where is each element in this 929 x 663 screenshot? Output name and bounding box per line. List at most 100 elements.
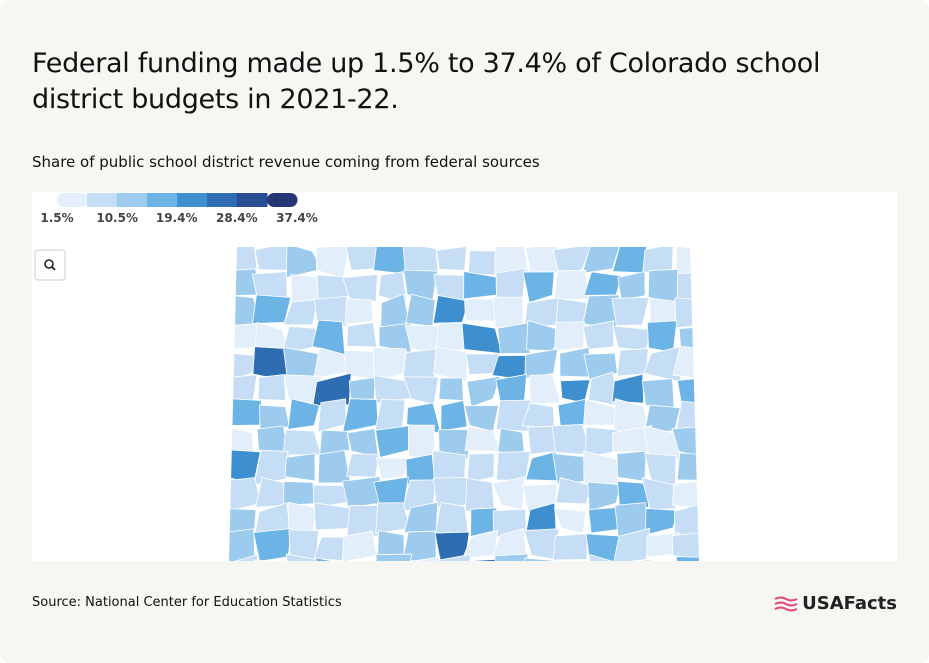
district — [431, 553, 471, 561]
district — [346, 505, 381, 538]
legend-label: 37.4% — [276, 211, 318, 225]
district — [496, 450, 531, 481]
district — [313, 536, 353, 561]
logo: USAFacts — [774, 593, 897, 614]
legend-swatch — [57, 193, 88, 207]
district — [552, 453, 586, 485]
district — [438, 377, 464, 402]
legend-label: 19.4% — [156, 211, 198, 225]
district — [641, 477, 677, 511]
district — [582, 320, 615, 350]
district — [612, 325, 651, 352]
district — [257, 374, 287, 401]
district — [617, 271, 646, 301]
district — [672, 480, 699, 511]
district — [341, 530, 378, 561]
colorado-map — [229, 247, 699, 561]
legend-label: 1.5% — [40, 211, 73, 225]
district — [611, 373, 644, 404]
district — [641, 378, 675, 409]
map-panel: 1.5% 10.5% 19.4% 28.4% 37.4% — [32, 192, 897, 561]
legend-swatch — [177, 193, 208, 207]
district — [673, 502, 699, 538]
district — [229, 553, 259, 561]
legend-label: 28.4% — [216, 211, 258, 225]
district — [375, 553, 413, 561]
subtitle: Share of public school district revenue … — [32, 153, 540, 171]
district — [495, 267, 526, 302]
district — [522, 271, 555, 304]
district — [282, 298, 319, 326]
legend-swatch — [267, 193, 298, 207]
district — [524, 348, 559, 379]
district — [252, 294, 292, 324]
district — [346, 322, 378, 348]
district — [287, 398, 320, 430]
district — [523, 557, 561, 561]
legend-swatch — [207, 193, 238, 207]
district — [552, 533, 588, 561]
district — [646, 320, 678, 353]
district — [497, 322, 531, 354]
district — [253, 449, 289, 486]
district — [552, 247, 592, 276]
legend-label: 10.5% — [96, 211, 138, 225]
district — [554, 321, 585, 352]
district — [433, 346, 469, 382]
district — [468, 558, 496, 561]
district — [440, 399, 468, 432]
legend: 1.5% 10.5% 19.4% 28.4% 37.4% — [40, 193, 318, 225]
district — [290, 274, 320, 304]
district — [676, 400, 699, 433]
district — [285, 553, 318, 561]
logo-flag — [774, 596, 798, 611]
district — [616, 450, 647, 482]
district — [341, 476, 381, 509]
district — [319, 429, 351, 455]
district — [229, 507, 257, 535]
district — [405, 293, 436, 327]
district — [284, 452, 316, 482]
district — [401, 556, 441, 561]
district — [342, 274, 378, 302]
district — [644, 508, 679, 536]
title: Federal funding made up 1.5% to 37.4% of… — [32, 48, 821, 115]
district — [466, 452, 495, 484]
source: Source: National Center for Education St… — [32, 595, 342, 610]
district — [252, 528, 292, 561]
district — [375, 457, 412, 480]
district — [555, 477, 592, 505]
district — [229, 528, 256, 561]
district — [612, 527, 651, 561]
district — [616, 348, 649, 377]
district — [494, 553, 529, 561]
district — [435, 247, 467, 271]
district — [253, 559, 293, 561]
district — [587, 481, 622, 512]
district — [585, 533, 621, 561]
district — [553, 269, 590, 301]
district — [283, 481, 316, 506]
district — [581, 247, 621, 274]
district — [345, 453, 380, 478]
logo-text: USAFacts — [802, 593, 897, 614]
district — [281, 325, 317, 354]
search-button[interactable] — [34, 249, 66, 281]
district — [584, 554, 618, 561]
legend-swatch — [147, 193, 178, 207]
district — [287, 501, 318, 534]
district — [465, 477, 495, 512]
legend-swatch — [117, 193, 148, 207]
district — [529, 374, 562, 405]
district — [611, 296, 650, 326]
district — [344, 298, 374, 325]
district — [557, 398, 589, 428]
district — [553, 508, 587, 534]
legend-swatch — [237, 193, 268, 207]
district — [466, 375, 502, 408]
district — [555, 297, 588, 326]
district — [493, 296, 524, 329]
district — [433, 477, 469, 508]
district — [348, 376, 376, 401]
